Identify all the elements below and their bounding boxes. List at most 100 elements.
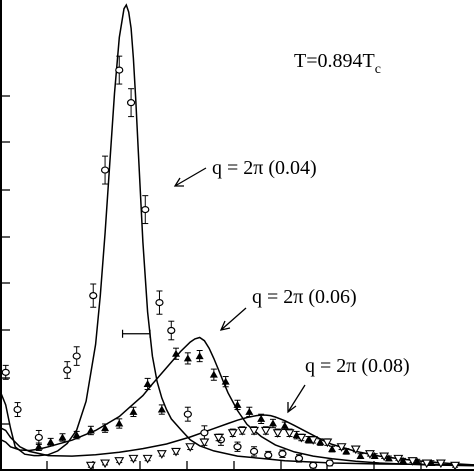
- data-point-series-2: [72, 430, 81, 440]
- marker-triangle-up: [342, 447, 351, 455]
- data-point-series-2: [209, 368, 218, 381]
- data-point-series-1: [141, 195, 150, 225]
- data-point-series-1: [233, 441, 242, 452]
- marker-triangle-up: [316, 438, 325, 446]
- data-point-series-1: [200, 425, 209, 441]
- svg-text:T=0.894Tc: T=0.894Tc: [294, 50, 381, 77]
- data-point-series-3: [142, 454, 153, 464]
- temperature-main-text: T=0.894T: [294, 50, 375, 72]
- marker-triangle-down: [227, 429, 238, 438]
- data-point-series-2: [157, 404, 166, 415]
- data-point-series-2: [195, 349, 204, 363]
- data-point-series-2: [384, 454, 393, 462]
- arrow-q-004: [173, 167, 207, 187]
- marker-triangle-down: [379, 452, 390, 462]
- data-point-series-1: [115, 55, 124, 85]
- data-point-series-2: [316, 438, 325, 446]
- label-q-004: q = 2π (0.04): [212, 157, 317, 179]
- marker-triangle-down: [272, 429, 283, 438]
- marker-triangle-down: [336, 443, 347, 452]
- marker-triangle-up: [172, 349, 181, 357]
- data-point-series-3: [185, 443, 196, 452]
- data-point-series-3: [379, 452, 390, 462]
- marker-triangle-up: [304, 435, 313, 443]
- data-point-series-1: [1, 364, 10, 380]
- marker-triangle-down: [213, 433, 224, 443]
- marker-circle: [233, 443, 242, 451]
- data-point-series-2: [356, 452, 365, 460]
- marker-circle: [294, 454, 304, 462]
- marker-triangle-down: [308, 436, 319, 445]
- marker-triangle-up: [221, 377, 230, 385]
- data-point-series-3: [421, 459, 432, 469]
- data-point-series-1: [278, 449, 287, 458]
- marker-triangle-down: [435, 459, 446, 469]
- marker-triangle-down: [237, 426, 248, 436]
- marker-triangle-down: [450, 461, 461, 471]
- marker-triangle-up: [209, 370, 218, 378]
- data-point-series-2: [34, 442, 43, 451]
- marker-triangle-down: [142, 454, 153, 464]
- marker-triangle-down: [296, 433, 307, 443]
- data-point-series-3: [213, 433, 224, 443]
- marker-circle: [89, 292, 98, 300]
- data-point-series-3: [407, 457, 418, 466]
- marker-circle: [1, 368, 10, 376]
- marker-triangle-down: [421, 459, 432, 469]
- data-point-series-3: [128, 454, 139, 464]
- data-point-series-2: [183, 352, 192, 365]
- annotation-arrows: [173, 167, 306, 414]
- marker-triangle-up: [399, 456, 408, 464]
- fit-curves: [0, 3, 474, 467]
- marker-triangle-up: [427, 459, 436, 467]
- marker-circle: [249, 447, 259, 455]
- data-point-series-2: [86, 425, 95, 436]
- marker-triangle-up: [143, 379, 152, 387]
- data-point-series-3: [284, 428, 295, 438]
- data-point-series-2: [101, 423, 110, 433]
- marker-triangle-up: [115, 419, 124, 427]
- marker-triangle-up: [356, 452, 365, 460]
- data-point-series-1: [309, 461, 318, 469]
- data-point-series-3: [350, 445, 361, 455]
- marker-triangle-up: [183, 354, 192, 362]
- marker-circle: [115, 66, 124, 74]
- data-point-series-2: [129, 406, 138, 418]
- data-point-series-3: [393, 454, 404, 464]
- data-point-series-3: [171, 447, 181, 457]
- marker-circle: [309, 461, 318, 469]
- marker-triangle-down: [284, 429, 295, 438]
- data-point-series-2: [280, 421, 289, 431]
- data-point-series-2: [328, 445, 337, 453]
- data-point-series-3: [199, 438, 210, 448]
- arrow-q-008: [287, 384, 306, 414]
- data-point-series-3: [100, 459, 111, 469]
- data-point-series-1: [13, 402, 22, 418]
- data-point-series-3: [308, 436, 319, 445]
- label-q-008: q = 2π (0.08): [305, 355, 410, 377]
- marker-triangle-down: [199, 438, 210, 448]
- marker-circle: [141, 206, 150, 214]
- marker-triangle-down: [128, 454, 139, 464]
- data-point-series-2: [399, 456, 408, 464]
- marker-triangle-down: [156, 450, 167, 459]
- marker-triangle-up: [245, 407, 254, 415]
- data-point-series-2: [221, 376, 230, 388]
- marker-triangle-up: [34, 442, 43, 450]
- data-point-series-3: [364, 450, 375, 459]
- data-point-series-2: [172, 347, 181, 360]
- data-point-series-1: [89, 283, 98, 308]
- marker-triangle-down: [85, 461, 96, 471]
- marker-circle: [100, 166, 110, 174]
- marker-circle: [200, 429, 209, 437]
- temperature-subscript-text: c: [375, 62, 381, 77]
- arrow-q-006: [219, 307, 247, 331]
- data-point-series-3: [435, 459, 446, 469]
- data-points: [1, 55, 461, 471]
- fit-curve-2: [0, 336, 474, 467]
- error-bar-indicator: [121, 329, 151, 338]
- label-q-006: q = 2π (0.06): [252, 286, 357, 308]
- marker-triangle-up: [72, 431, 81, 439]
- data-point-series-2: [342, 447, 351, 455]
